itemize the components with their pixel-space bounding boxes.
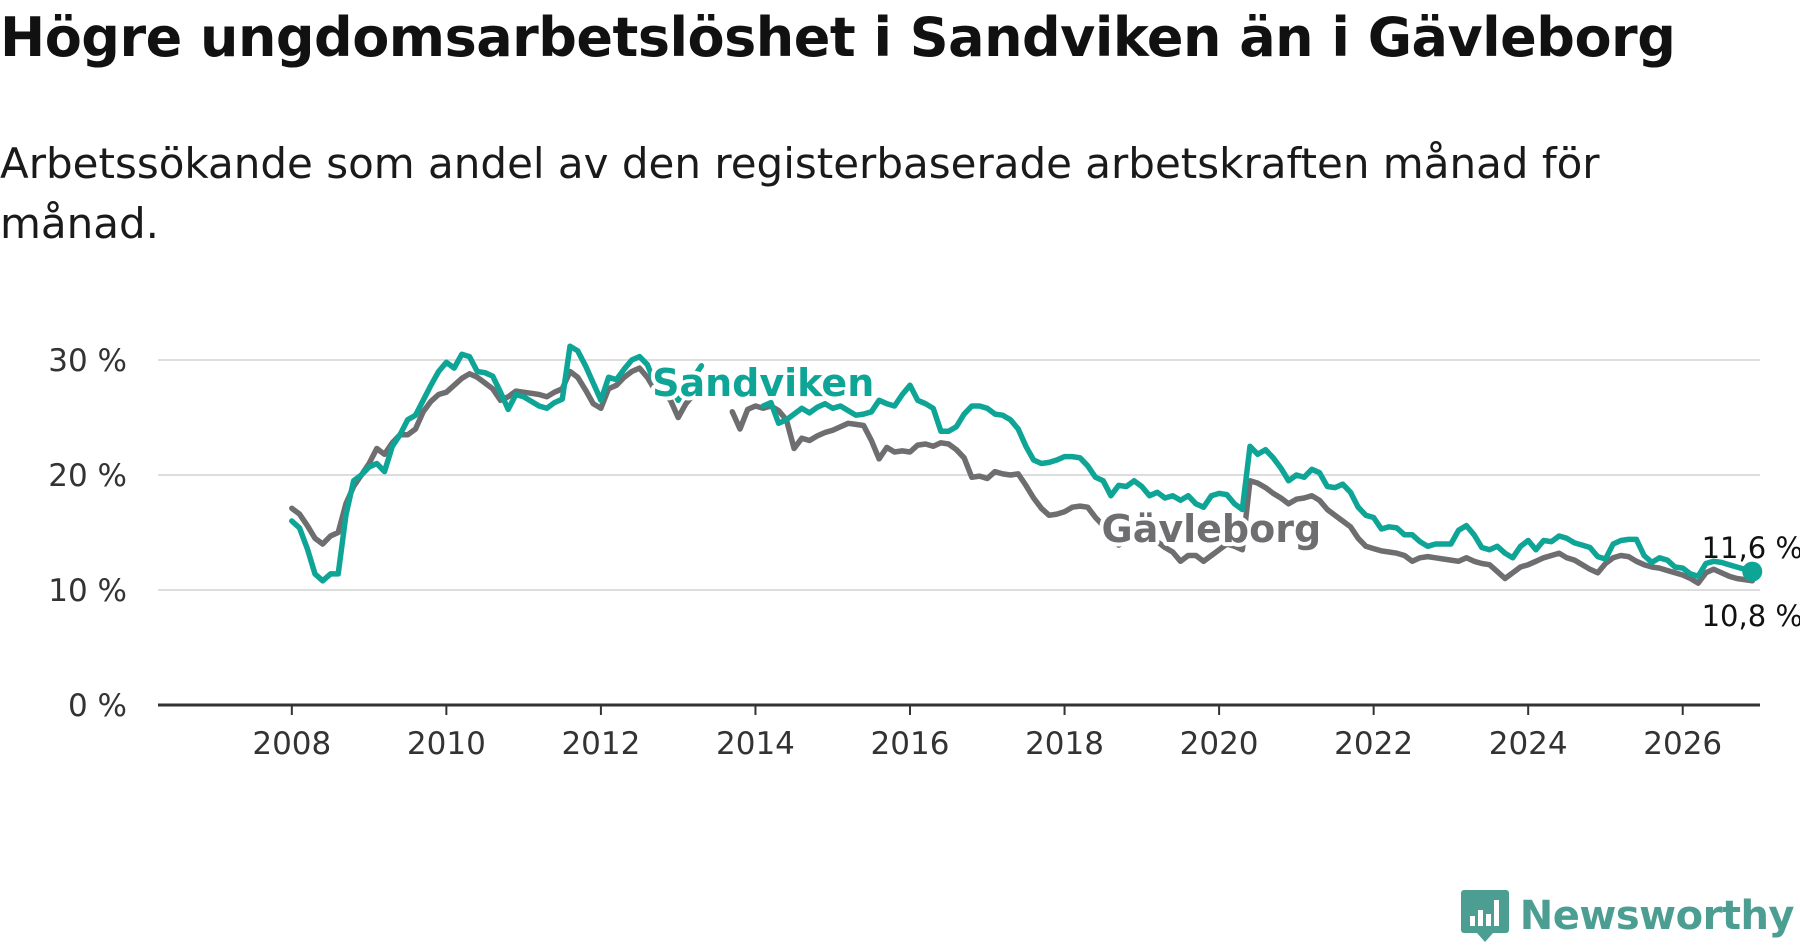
end-value-label-gavleborg: 10,8 % bbox=[1702, 599, 1800, 633]
x-tick-label-2022: 2022 bbox=[1334, 726, 1413, 762]
chart-subtitle: Arbetssökande som andel av den registerb… bbox=[0, 139, 1600, 248]
grid-lines bbox=[158, 359, 1760, 591]
x-tick-label-2020: 2020 bbox=[1180, 726, 1259, 762]
series-lines bbox=[289, 343, 1763, 586]
newsworthy-bar-chart-icon bbox=[1460, 890, 1509, 942]
x-tick-label-2016: 2016 bbox=[871, 726, 950, 762]
y-tick-label-0: 0 % bbox=[68, 688, 127, 724]
x-tick-label-2010: 2010 bbox=[407, 726, 486, 762]
brand-name: Newsworthy bbox=[1519, 893, 1795, 939]
end-value-label-sandviken: 11,6 % bbox=[1702, 531, 1800, 565]
x-tick-label-2024: 2024 bbox=[1489, 726, 1568, 762]
x-tick-label-2008: 2008 bbox=[252, 726, 331, 762]
y-tick-label-20: 20 % bbox=[48, 458, 127, 494]
x-tick-label-2014: 2014 bbox=[716, 726, 795, 762]
series-labels: Sandviken Gävleborg 11,6 % 10,8 % bbox=[648, 357, 1800, 633]
x-tick-label-2026: 2026 bbox=[1643, 726, 1722, 762]
y-axis: 0 % 10 % 20 % 30 % bbox=[48, 343, 127, 724]
y-tick-label-10: 10 % bbox=[48, 573, 127, 609]
y-tick-label-30: 30 % bbox=[48, 343, 127, 379]
series-end-point-sandviken bbox=[1742, 561, 1763, 582]
series-line-sandviken-segment-1 bbox=[289, 343, 705, 584]
series-line-sandviken-segment-2 bbox=[760, 382, 1756, 579]
newsworthy-logo: Newsworthy bbox=[1460, 888, 1795, 944]
series-label-gavleborg: Gävleborg bbox=[1102, 507, 1322, 551]
chart-title: Högre ungdomsarbetslöshet i Sandviken än… bbox=[0, 6, 1676, 69]
x-tick-label-2012: 2012 bbox=[561, 726, 640, 762]
series-line-gavleborg-segment-2 bbox=[729, 403, 1756, 586]
series-line-gavleborg-segment-1 bbox=[289, 365, 697, 547]
x-axis: 2008 2010 2012 2014 2016 2018 2020 2022 2024 2026 bbox=[158, 703, 1760, 762]
series-label-sandviken: Sandviken bbox=[652, 361, 874, 405]
x-tick-label-2018: 2018 bbox=[1025, 726, 1104, 762]
